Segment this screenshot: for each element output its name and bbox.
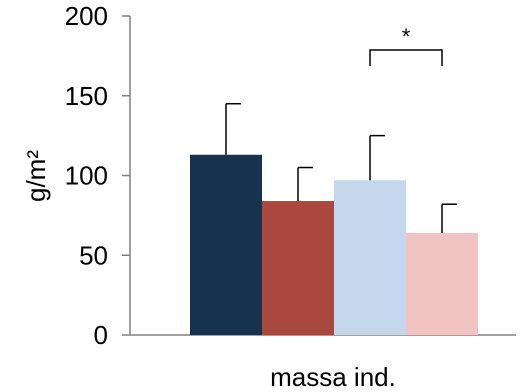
y-tick-label: 50 bbox=[79, 240, 108, 270]
y-tick-label: 100 bbox=[65, 161, 108, 191]
y-tick-label: 200 bbox=[65, 1, 108, 31]
y-axis-title: g/m² bbox=[21, 150, 51, 202]
significance-annotation: * bbox=[369, 24, 443, 66]
y-tick-label: 150 bbox=[65, 81, 108, 111]
error-bars bbox=[225, 102, 457, 233]
x-axis-title: massa ind. bbox=[270, 362, 396, 392]
y-tick-label: 0 bbox=[94, 320, 108, 350]
y-ticks bbox=[122, 15, 130, 336]
bar bbox=[262, 201, 334, 335]
bar bbox=[334, 180, 406, 335]
y-tick-labels: 0 50 100 150 200 bbox=[65, 1, 108, 350]
bars bbox=[190, 154, 478, 335]
significance-marker: * bbox=[402, 24, 411, 49]
significance-bracket bbox=[369, 49, 443, 66]
bar bbox=[406, 232, 478, 335]
bar bbox=[190, 154, 262, 335]
